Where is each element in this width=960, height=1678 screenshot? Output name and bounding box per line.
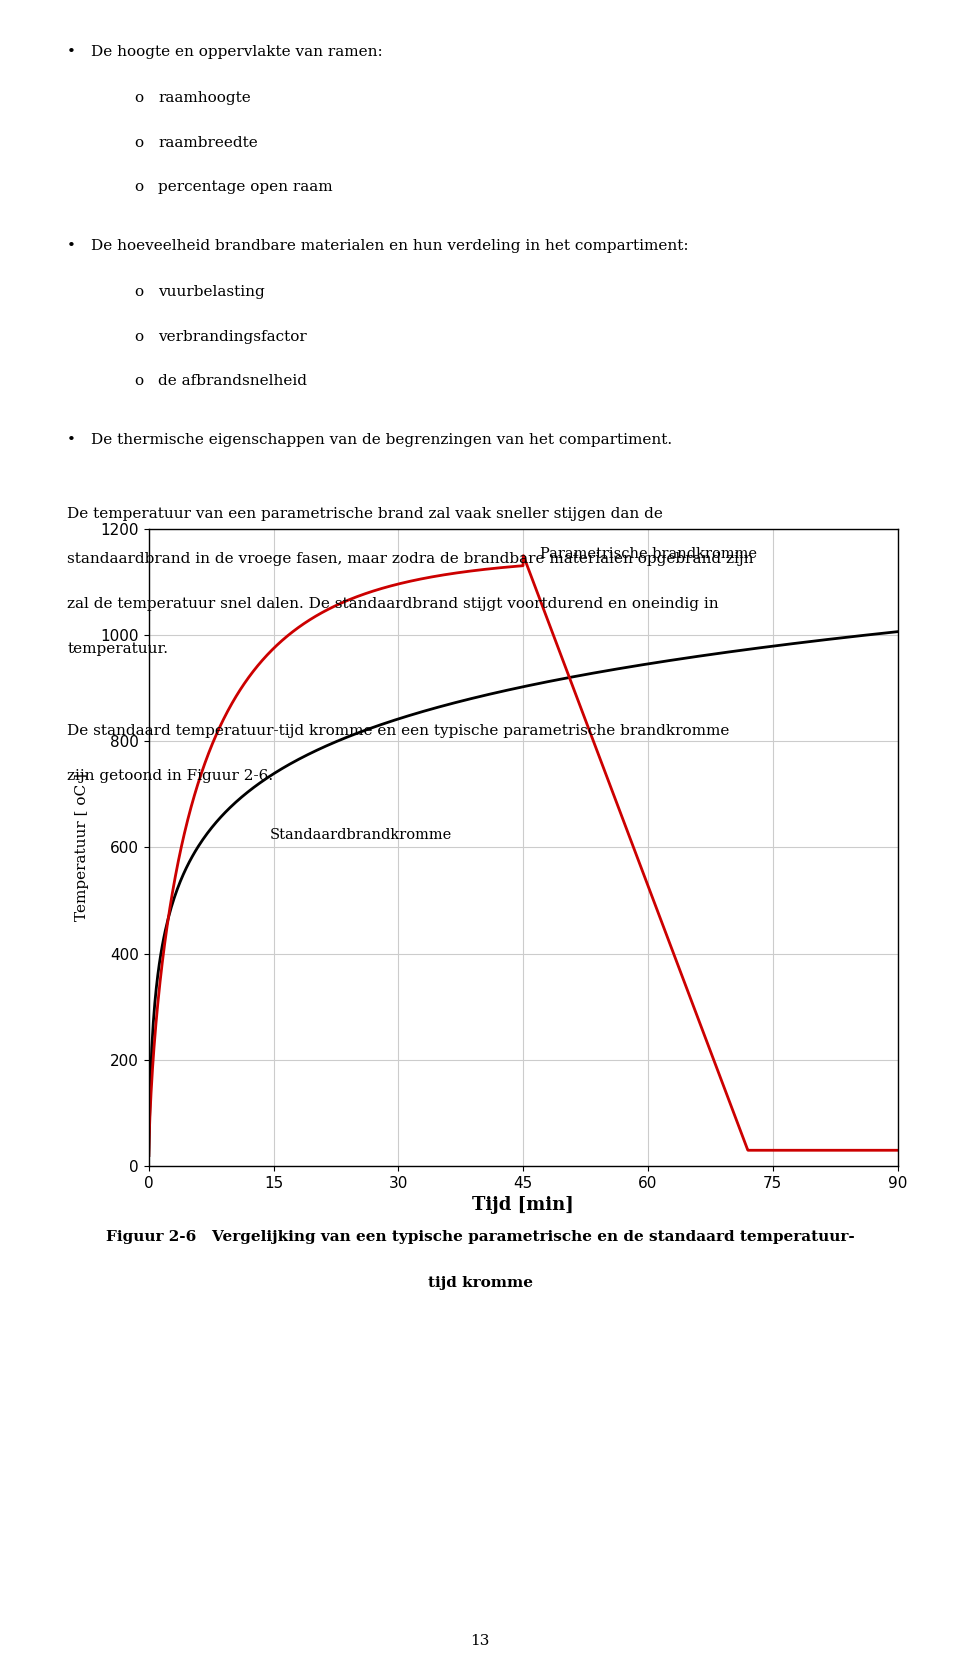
Text: zal de temperatuur snel dalen. De standaardbrand stijgt voortdurend en oneindig : zal de temperatuur snel dalen. De standa… (67, 597, 719, 611)
Text: standaardbrand in de vroege fasen, maar zodra de brandbare materialen opgebrand : standaardbrand in de vroege fasen, maar … (67, 552, 754, 565)
Text: o: o (134, 180, 144, 195)
Text: raambreedte: raambreedte (158, 136, 258, 149)
Text: Parametrische brandkromme: Parametrische brandkromme (540, 547, 756, 560)
Text: De standaard temperatuur-tijd kromme en een typische parametrische brandkromme: De standaard temperatuur-tijd kromme en … (67, 723, 730, 738)
Text: De temperatuur van een parametrische brand zal vaak sneller stijgen dan de: De temperatuur van een parametrische bra… (67, 507, 663, 520)
Text: De hoogte en oppervlakte van ramen:: De hoogte en oppervlakte van ramen: (91, 45, 383, 59)
Text: raamhoogte: raamhoogte (158, 92, 252, 106)
Text: o: o (134, 374, 144, 388)
Text: Standaardbrandkromme: Standaardbrandkromme (270, 829, 452, 842)
Text: o: o (134, 92, 144, 106)
Text: Figuur 2-6   Vergelijking van een typische parametrische en de standaard tempera: Figuur 2-6 Vergelijking van een typische… (106, 1230, 854, 1243)
Y-axis label: Temperatuur [ oC ]: Temperatuur [ oC ] (76, 774, 89, 921)
Text: 13: 13 (470, 1634, 490, 1648)
Text: verbrandingsfactor: verbrandingsfactor (158, 329, 307, 344)
Text: De hoeveelheid brandbare materialen en hun verdeling in het compartiment:: De hoeveelheid brandbare materialen en h… (91, 240, 689, 253)
Text: vuurbelasting: vuurbelasting (158, 285, 265, 299)
Text: de afbrandsnelheid: de afbrandsnelheid (158, 374, 307, 388)
Text: •: • (67, 433, 76, 446)
Text: percentage open raam: percentage open raam (158, 180, 333, 195)
Text: o: o (134, 329, 144, 344)
Text: o: o (134, 285, 144, 299)
Text: zijn getoond in Figuur 2-6.: zijn getoond in Figuur 2-6. (67, 769, 274, 784)
Text: temperatuur.: temperatuur. (67, 643, 168, 656)
X-axis label: Tijd [min]: Tijd [min] (472, 1196, 574, 1215)
Text: o: o (134, 136, 144, 149)
Text: De thermische eigenschappen van de begrenzingen van het compartiment.: De thermische eigenschappen van de begre… (91, 433, 672, 446)
Text: •: • (67, 45, 76, 59)
Text: tijd kromme: tijd kromme (427, 1275, 533, 1290)
Text: •: • (67, 240, 76, 253)
